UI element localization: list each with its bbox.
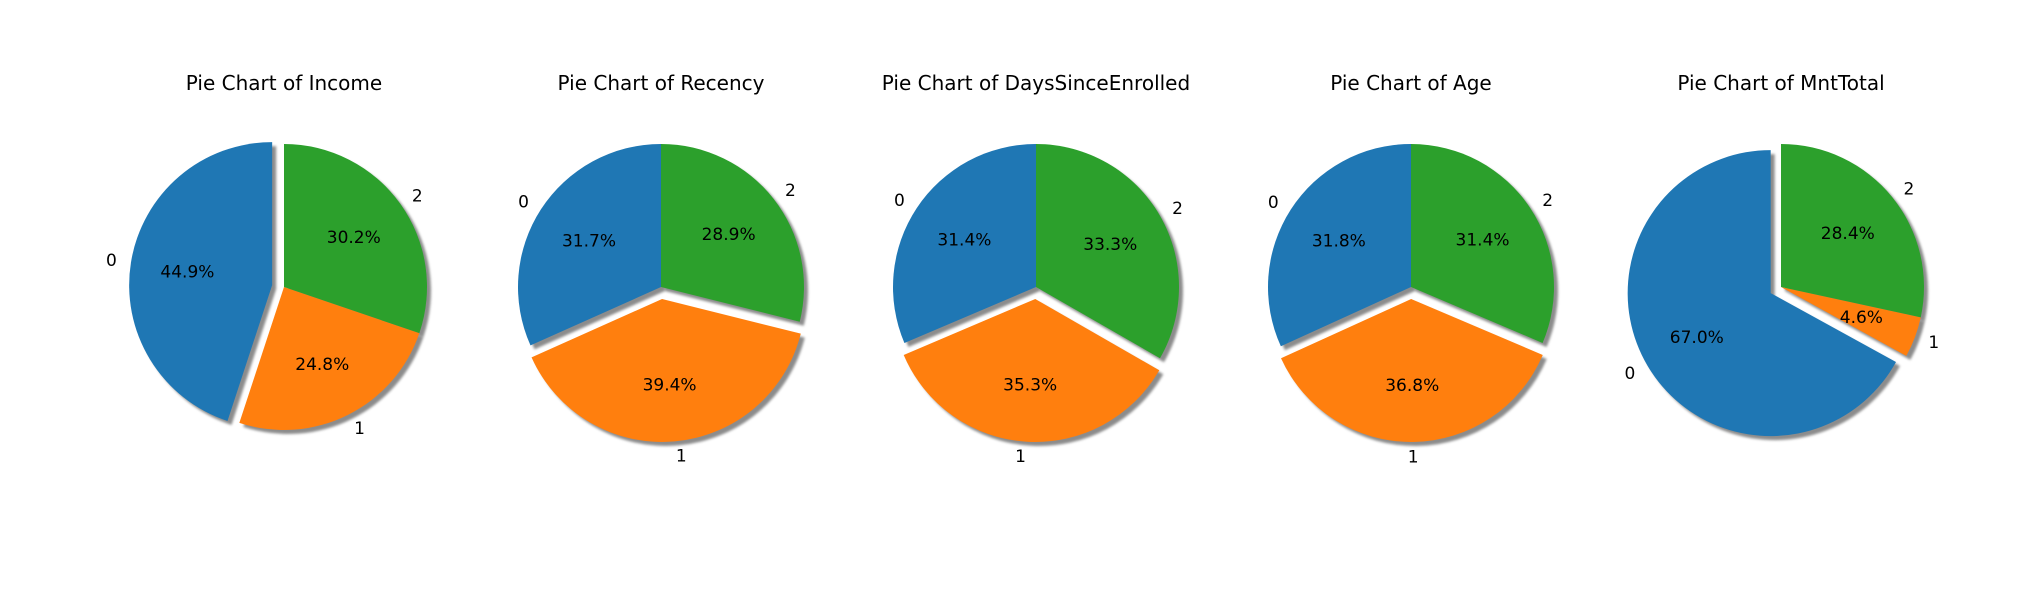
slice-category-label: 2	[1172, 199, 1183, 219]
chart-title: Pie Chart of DaysSinceEnrolled	[882, 71, 1190, 95]
chart-title: Pie Chart of Age	[1330, 71, 1491, 95]
pie-slice-2	[1781, 144, 1925, 318]
slice-percent-label: 44.9%	[160, 263, 214, 283]
slice-percent-label: 28.4%	[1821, 224, 1875, 244]
pie-slice-0	[518, 144, 661, 346]
pie-slice-0	[129, 142, 273, 421]
slice-category-label: 1	[1015, 447, 1026, 467]
slice-category-label: 2	[412, 186, 423, 206]
slice-percent-label: 28.9%	[702, 225, 756, 245]
pie-chart-3: Pie Chart of Age 31.8% 0 36.8% 1 31.4% 2	[1268, 71, 1558, 467]
slice-category-label: 0	[894, 191, 905, 211]
pie-slice-2	[1036, 144, 1179, 359]
chart-title: Pie Chart of Income	[186, 71, 382, 95]
slice-category-label: 0	[518, 192, 529, 212]
chart-title: Pie Chart of MntTotal	[1677, 71, 1884, 95]
slice-category-label: 2	[1903, 179, 1914, 199]
slice-category-label: 2	[1542, 191, 1553, 211]
slice-percent-label: 4.6%	[1840, 308, 1883, 328]
pie-chart-0: Pie Chart of Income 44.9% 0 24.8% 1 30.2% 2	[106, 71, 431, 439]
pie-chart-2: Pie Chart of DaysSinceEnrolled 31.4% 0 35.3…	[882, 71, 1190, 467]
slice-category-label: 1	[1408, 447, 1419, 467]
slice-percent-label: 39.4%	[643, 375, 697, 395]
slice-percent-label: 33.3%	[1083, 235, 1137, 255]
pie-slice-2	[284, 144, 427, 334]
slice-category-label: 0	[106, 251, 117, 271]
slice-percent-label: 31.4%	[1456, 231, 1510, 251]
slice-category-label: 0	[1268, 193, 1279, 213]
slice-category-label: 1	[1928, 333, 1939, 353]
pie-slice-0	[1268, 144, 1411, 347]
slice-percent-label: 31.8%	[1312, 232, 1366, 252]
pie-slice-1	[1781, 287, 1921, 356]
pie-slice-2	[661, 144, 804, 322]
chart-title: Pie Chart of Recency	[558, 71, 765, 95]
pie-chart-4: Pie Chart of MntTotal 67.0% 0 4.6% 1 28.4% 2	[1624, 71, 1939, 441]
pie-slice-0	[893, 144, 1036, 343]
slice-percent-label: 35.3%	[1003, 376, 1057, 396]
pie-slice-0	[1627, 150, 1896, 437]
slice-percent-label: 30.2%	[327, 228, 381, 248]
slice-percent-label: 31.4%	[937, 231, 991, 251]
slice-percent-label: 36.8%	[1385, 376, 1439, 396]
slice-category-label: 1	[676, 447, 687, 467]
slice-percent-label: 31.7%	[562, 231, 616, 251]
slice-category-label: 0	[1624, 364, 1635, 384]
pie-slice-1	[239, 287, 420, 430]
pie-slice-1	[1281, 298, 1543, 442]
pie-slice-1	[903, 298, 1160, 442]
pie-slice-1	[531, 298, 801, 442]
slice-percent-label: 24.8%	[295, 355, 349, 375]
slice-category-label: 1	[354, 419, 365, 439]
pie-chart-1: Pie Chart of Recency 31.7% 0 39.4% 1 28.9% 2	[518, 71, 808, 467]
pie-slice-2	[1411, 144, 1554, 343]
slice-category-label: 2	[785, 181, 796, 201]
slice-percent-label: 67.0%	[1670, 328, 1724, 348]
